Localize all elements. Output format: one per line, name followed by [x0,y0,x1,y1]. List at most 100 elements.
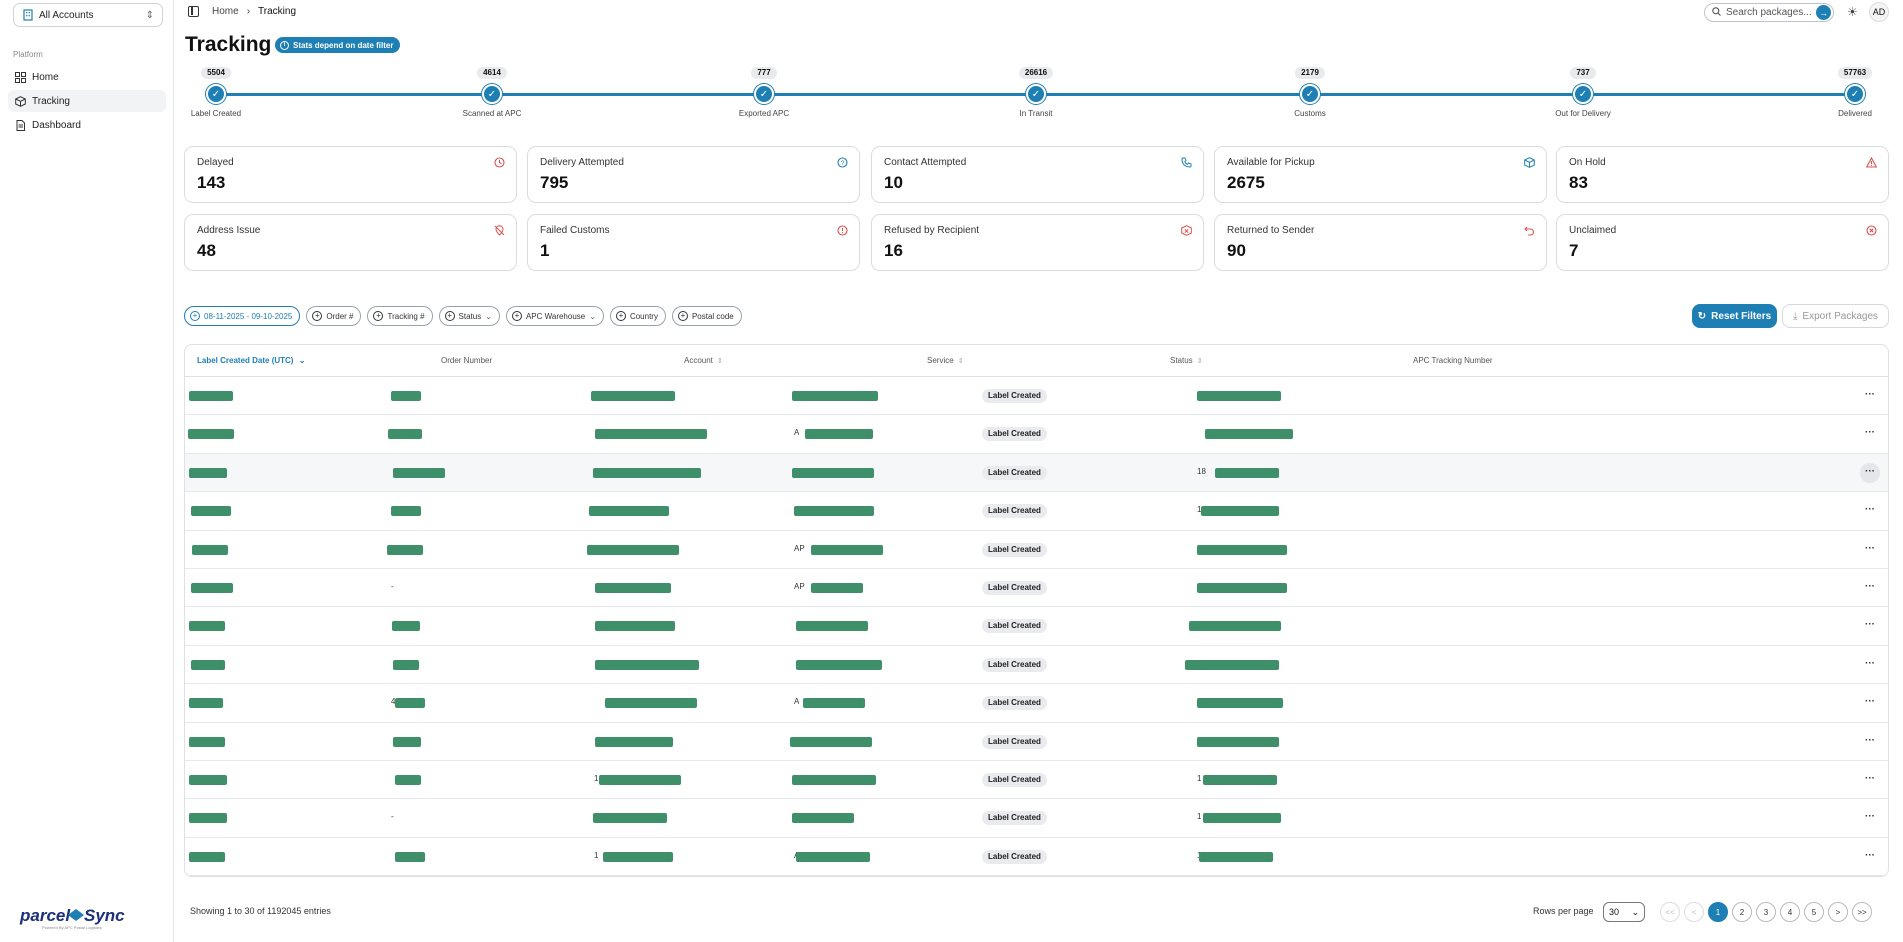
card-address-issue[interactable]: Address Issue 48 [184,214,517,271]
filter-label: APC Warehouse [525,311,586,321]
page-button-5[interactable]: 5 [1804,902,1824,922]
table-row[interactable]: Label Created ··· [185,646,1888,685]
topbar: Home › Tracking Search packages... → ☀ A… [174,0,1903,24]
table-row[interactable]: Label Created ··· [185,723,1888,761]
column-header-order-number[interactable]: Order Number [441,356,492,365]
stage-scanned-at-apc[interactable]: 4614 ✓ Scanned at APC [432,66,552,118]
help-circle-icon: ? [837,157,848,171]
card-on-hold[interactable]: On Hold 83 [1556,146,1889,203]
table-row[interactable]: 1AP1Label Created··· [185,838,1888,876]
search-icon [1712,6,1721,19]
sidebar-toggle-icon[interactable] [188,6,199,17]
chevron-down-icon: ⌄ [1631,906,1639,917]
export-packages-button[interactable]: ⤓ Export Packages [1782,304,1889,328]
column-header-label-created-date[interactable]: Label Created Date (UTC) ⌄ [197,356,305,365]
table-row[interactable]: - 1 Label Created ··· [185,799,1888,838]
filter-apc-warehouse[interactable]: + APC Warehouse ⌄ [505,306,604,326]
card-failed-customs[interactable]: Failed Customs 1 [527,214,860,271]
table-row[interactable]: Label Created ··· [185,607,1888,646]
download-icon: ⤓ [1792,310,1798,322]
stage-label: Out for Delivery [1555,109,1611,118]
more-horizontal-icon[interactable]: ··· [1865,542,1875,554]
stage-exported-apc[interactable]: 777 ✓ Exported APC [704,66,824,118]
table-row[interactable]: AP Label Created ··· [185,531,1888,569]
rows-per-page-select[interactable]: 30 ⌄ [1603,902,1645,922]
more-horizontal-icon[interactable]: ··· [1865,696,1875,708]
next-page-button[interactable]: > [1828,902,1848,922]
column-header-account[interactable]: Account ⇕ [684,356,723,365]
stage-out-for-delivery[interactable]: 737 ✓ Out for Delivery [1523,66,1643,118]
card-returned-to-sender[interactable]: Returned to Sender 90 [1214,214,1547,271]
theme-toggle-sun-icon[interactable]: ☀ [1847,5,1858,19]
redacted-value [603,851,673,862]
stage-in-transit[interactable]: 26616 ✓ In Transit [976,66,1096,118]
table-row[interactable]: - AP Label Created ··· [185,569,1888,608]
table-row[interactable]: 1 1 Label Created ··· [185,761,1888,800]
page-button-3[interactable]: 3 [1756,902,1776,922]
breadcrumb-separator-icon: › [246,6,251,17]
more-horizontal-icon[interactable]: ··· [1865,772,1875,784]
filter-tracking-number[interactable]: + Tracking # [367,306,433,326]
last-page-button[interactable]: >> [1852,902,1872,922]
card-refused-by-recipient[interactable]: Refused by Recipient 16 [871,214,1204,271]
stage-label: Scanned at APC [462,109,522,118]
account-select[interactable]: All Accounts ⇕ [13,3,163,27]
filter-label: Status [458,311,482,321]
search-submit-button[interactable]: → [1816,5,1831,20]
card-title: Delayed [197,157,234,168]
table-row[interactable]: 4 A Label Created ··· [185,684,1888,723]
card-unclaimed[interactable]: Unclaimed 7 [1556,214,1889,271]
plus-circle-icon: + [312,311,323,321]
card-available-for-pickup[interactable]: Available for Pickup 2675 [1214,146,1547,203]
more-horizontal-icon[interactable]: ··· [1865,657,1875,669]
page-button-2[interactable]: 2 [1732,902,1752,922]
more-horizontal-icon[interactable]: ··· [1865,849,1875,861]
table-row[interactable]: A Label Created ··· [185,415,1888,454]
search-input[interactable]: Search packages... → [1704,3,1834,22]
reset-filters-button[interactable]: ↻ Reset Filters [1692,304,1777,328]
more-horizontal-icon[interactable]: ··· [1865,734,1875,746]
more-horizontal-icon[interactable]: ··· [1865,427,1875,439]
card-delayed[interactable]: Delayed 143 [184,146,517,203]
stage-delivered[interactable]: 57763 ✓ Delivered [1795,66,1903,118]
apc-tracking-number-cell: 1 [1197,773,1202,783]
more-horizontal-icon[interactable]: ··· [1860,462,1880,483]
card-contact-attempted[interactable]: Contact Attempted 10 [871,146,1204,203]
sidebar-item-dashboard[interactable]: Dashboard [8,114,166,136]
more-horizontal-icon[interactable]: ··· [1865,389,1875,400]
more-horizontal-icon[interactable]: ··· [1865,811,1875,823]
prev-page-button[interactable]: < [1684,902,1704,922]
sidebar-item-tracking[interactable]: Tracking [8,90,166,112]
status-badge: Label Created [982,427,1047,442]
filter-order-number[interactable]: + Order # [306,306,362,326]
redacted-value [591,391,675,401]
stage-count: 26616 [1018,67,1054,79]
card-delivery-attempted[interactable]: Delivery Attempted 795 ? [527,146,860,203]
table-row[interactable]: 1 Label Created ··· [185,492,1888,531]
filter-date-range[interactable]: + 08-11-2025 - 09-10-2025 [184,306,301,326]
filter-country[interactable]: + Country [609,306,666,326]
more-horizontal-icon[interactable]: ··· [1865,580,1875,592]
card-value: 16 [884,241,903,260]
more-horizontal-icon[interactable]: ··· [1865,619,1875,631]
card-title: Returned to Sender [1227,225,1315,236]
sort-icon: ⇕ [716,358,723,365]
breadcrumb-home[interactable]: Home [212,6,239,17]
column-header-service[interactable]: Service ⇕ [927,356,964,365]
page-button-1[interactable]: 1 [1708,902,1728,922]
column-header-status[interactable]: Status ⇕ [1170,356,1203,365]
column-header-apc-tracking-number[interactable]: APC Tracking Number [1413,356,1493,365]
first-page-button[interactable]: << [1660,902,1680,922]
redacted-value [189,774,227,785]
stage-label-created[interactable]: 5504 ✓ Label Created [156,66,276,118]
page-button-4[interactable]: 4 [1780,902,1800,922]
filter-postal-code[interactable]: + Postal code [671,306,742,326]
stage-customs[interactable]: 2179 ✓ Customs [1250,66,1370,118]
redacted-value [393,659,419,670]
more-horizontal-icon[interactable]: ··· [1865,504,1875,516]
avatar[interactable]: AD [1869,2,1889,22]
sidebar-item-home[interactable]: Home [8,66,166,88]
filter-status[interactable]: + Status ⌄ [438,306,500,326]
